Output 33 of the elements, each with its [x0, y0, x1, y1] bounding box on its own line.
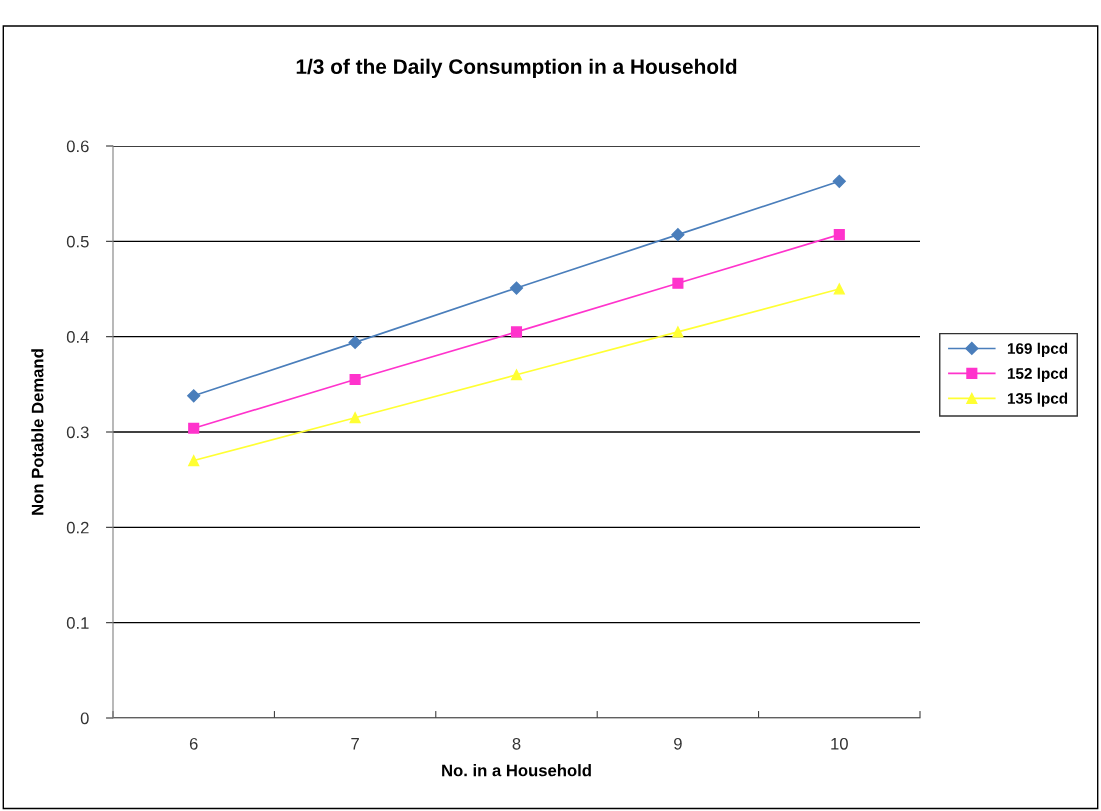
x-axis-title: No. in a Household: [442, 764, 591, 777]
legend-label: 152 lpcd: [1007, 367, 1068, 382]
point: [671, 228, 685, 242]
chart-title: 1/3 of the Daily Consumption in a Household: [296, 58, 737, 79]
x-tick-label: 9: [674, 737, 682, 750]
y-tick-label: 0.6: [66, 140, 89, 153]
point: [188, 455, 200, 467]
point: [510, 326, 523, 338]
point: [672, 277, 684, 289]
y-tick-label: 0.3: [66, 426, 89, 439]
point: [348, 335, 362, 349]
point: [833, 283, 845, 295]
y-tick-label: 0.5: [66, 235, 89, 248]
y-tick-label: 0.4: [66, 331, 89, 343]
y-axis-title: Non Potable Demand: [31, 349, 44, 515]
point: [509, 281, 524, 295]
x-tick-label: 6: [189, 737, 198, 750]
x-tick-label: 7: [351, 738, 359, 750]
legend-label: 169 lpcd: [1007, 342, 1068, 357]
x-tick-label: 8: [512, 737, 521, 750]
y-tick-label: 0.1: [66, 617, 89, 629]
point: [510, 369, 523, 381]
y-tick-label: 0.2: [66, 521, 89, 534]
point: [188, 422, 200, 434]
point: [349, 412, 361, 424]
legend-label: 135 lpcd: [1007, 392, 1068, 407]
x-tick-label: 10: [831, 737, 848, 750]
point: [349, 374, 361, 386]
point: [832, 174, 846, 188]
point: [672, 326, 684, 338]
point: [187, 389, 201, 403]
y-tick-label: 0: [80, 712, 89, 725]
point: [833, 229, 845, 241]
